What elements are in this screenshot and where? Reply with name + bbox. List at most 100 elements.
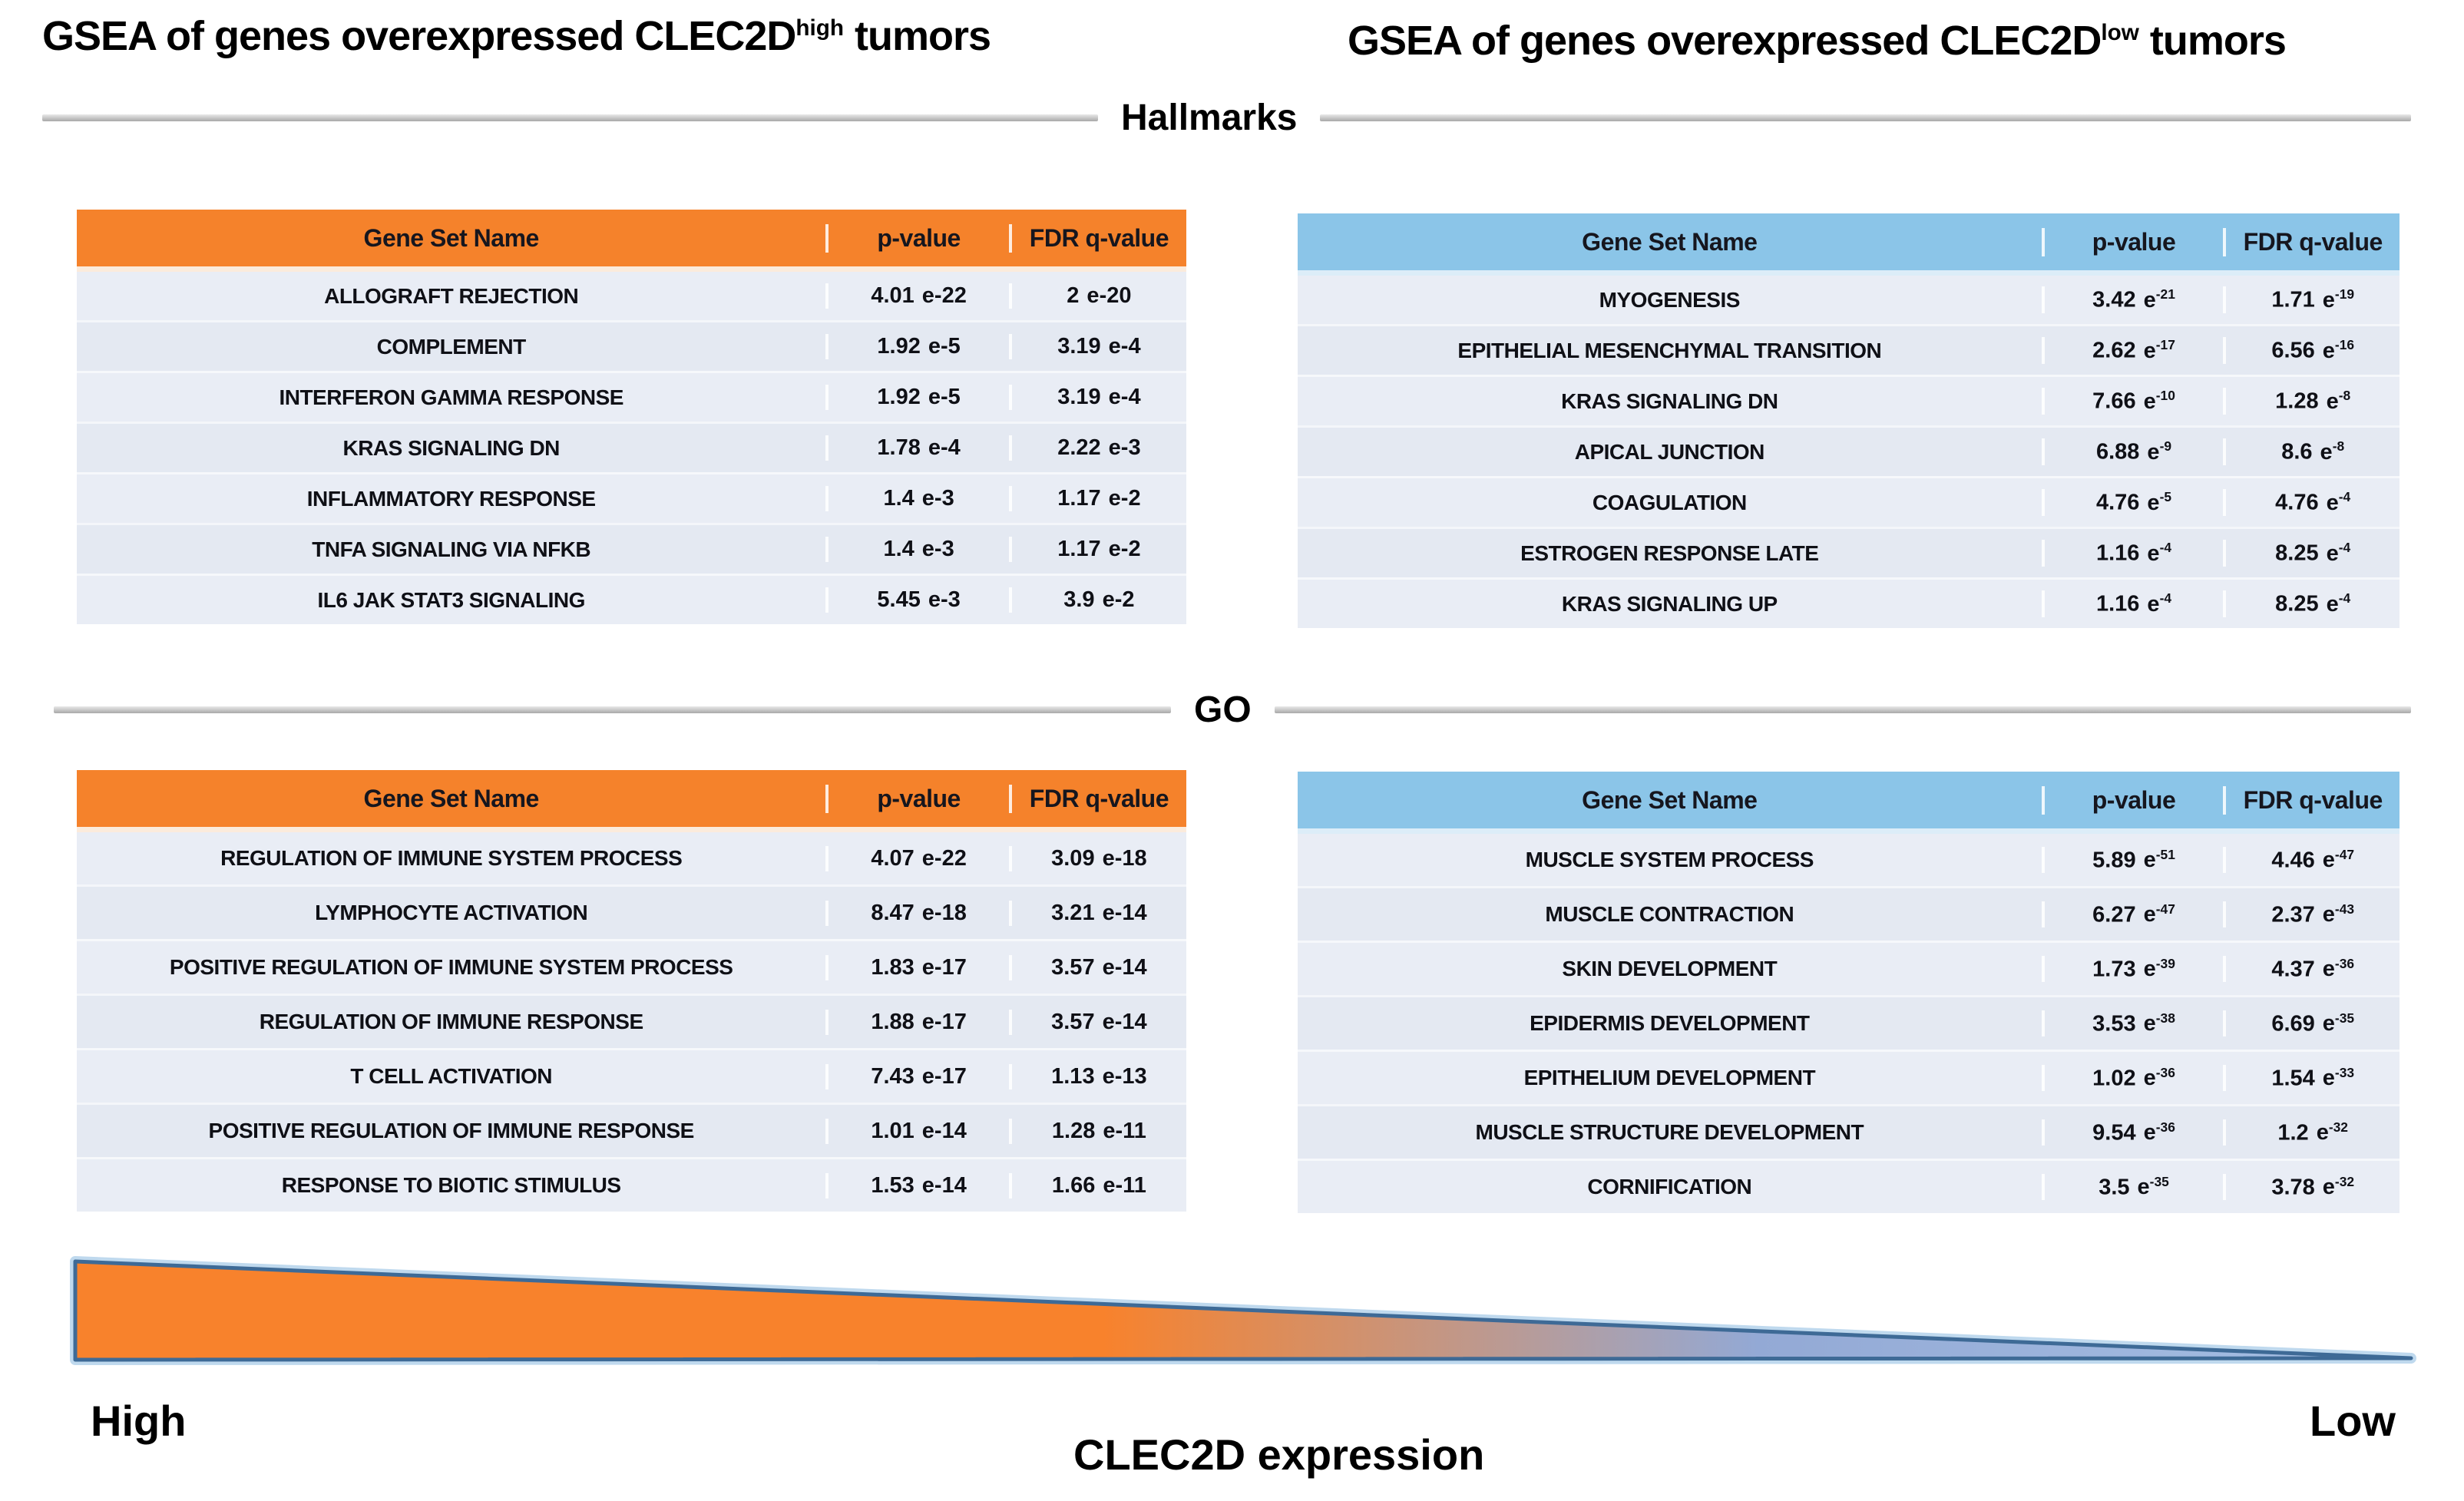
value-coefficient: 8.6 (2281, 439, 2313, 465)
exponent: -17 (934, 1009, 967, 1034)
fdr-q-value: 2.22 e-3 (1008, 435, 1186, 461)
gene-set-name: APICAL JUNCTION (1574, 439, 1765, 464)
exponent-prefix: e (921, 900, 934, 925)
section-label-hallmarks: Hallmarks (1121, 98, 1298, 138)
gene-set-name: LYMPHOCYTE ACTIVATION (315, 901, 588, 924)
exponent: -33 (2334, 1064, 2355, 1080)
exponent-prefix: e (2316, 1120, 2329, 1146)
exponent-prefix: e (2322, 957, 2335, 982)
fdr-q-value: 1.17 e-2 (1008, 537, 1186, 562)
table-header-row: Gene Set Name p-value FDR q-value (77, 770, 1186, 832)
gene-set-name: MYOGENESIS (1599, 287, 1741, 312)
fdr-q-value: 3.09 e-18 (1008, 845, 1186, 871)
fdr-q-value: 3.57 e-14 (1008, 954, 1186, 980)
exponent: -4 (1120, 385, 1141, 409)
exponent: -36 (2155, 1064, 2175, 1080)
p-value: 1.01 e-14 (825, 1118, 1008, 1144)
exponent-prefix: e (2320, 439, 2333, 465)
exponent-prefix: e (928, 334, 941, 359)
value-coefficient: 1.92 (877, 334, 921, 359)
exponent-prefix: e (2143, 287, 2156, 312)
column-header: Gene Set Name (1582, 227, 1758, 256)
value-coefficient: 7.66 (2092, 388, 2136, 414)
exponent-prefix: e (2322, 902, 2335, 927)
gene-set-row: INFLAMMATORY RESPONSE 1.4 e-3 1.17 e-2 (77, 472, 1186, 523)
exponent: -21 (2155, 286, 2175, 303)
exponent-prefix: e (2326, 541, 2339, 566)
exponent: -3 (940, 587, 961, 612)
exponent-prefix: e (1108, 537, 1121, 561)
fdr-q-value: 6.69 e-35 (2223, 1010, 2400, 1037)
exponent: -16 (2334, 337, 2355, 353)
exponent: -8 (2332, 438, 2345, 455)
exponent-prefix: e (2143, 1066, 2156, 1091)
exponent: -17 (934, 954, 967, 980)
value-coefficient: 3.19 (1057, 385, 1101, 409)
value-coefficient: 5.89 (2092, 848, 2136, 873)
triangle-shape (73, 1259, 2413, 1362)
value-coefficient: 2 (1067, 283, 1080, 308)
divider-line (1274, 706, 2411, 713)
exponent: -14 (1114, 900, 1147, 925)
value-coefficient: 3.19 (1057, 334, 1101, 359)
title-suffix: tumors (2138, 18, 2287, 64)
gene-set-row: POSITIVE REGULATION OF IMMUNE SYSTEM PRO… (77, 939, 1186, 994)
gene-set-row: SKIN DEVELOPMENT 1.73 e-39 4.37 e-36 (1298, 941, 2400, 995)
fdr-q-value: 2 e-20 (1008, 283, 1186, 309)
title-superscript: low (2101, 20, 2139, 45)
value-coefficient: 6.88 (2095, 439, 2140, 465)
table-header-row: Gene Set Name p-value FDR q-value (1298, 213, 2400, 276)
gene-set-row: REGULATION OF IMMUNE RESPONSE 1.88 e-17 3.5… (77, 994, 1186, 1048)
fdr-q-value: 3.19 e-4 (1008, 334, 1186, 359)
exponent-prefix: e (2326, 490, 2339, 515)
value-coefficient: 6.56 (2271, 338, 2315, 363)
exponent-prefix: e (2322, 848, 2335, 873)
value-coefficient: 2.62 (2092, 338, 2136, 363)
fdr-q-value: 4.37 e-36 (2223, 955, 2400, 983)
value-coefficient: 5.45 (877, 587, 921, 612)
exponent: -8 (2338, 388, 2351, 404)
exponent: -9 (2159, 438, 2172, 455)
p-value: 1.92 e-5 (825, 334, 1008, 359)
column-header: p-value (825, 784, 1008, 813)
exponent: -4 (940, 435, 961, 460)
exponent-prefix: e (921, 1063, 934, 1089)
exponent-prefix: e (2143, 338, 2156, 363)
exponent: -14 (934, 1172, 967, 1198)
value-coefficient: 1.4 (883, 537, 914, 561)
gene-set-name: KRAS SIGNALING DN (342, 435, 560, 460)
title-clec2d-high: GSEA of genes overexpressed CLEC2Dhigh t… (42, 12, 991, 60)
value-coefficient: 1.83 (871, 954, 914, 980)
exponent-prefix: e (2137, 1175, 2150, 1200)
value-coefficient: 2.37 (2271, 902, 2315, 927)
gene-set-name: ALLOGRAFT REJECTION (324, 283, 579, 308)
gene-set-name: ESTROGEN RESPONSE LATE (1520, 541, 1819, 565)
exponent: -4 (2159, 590, 2172, 607)
exponent: -3 (934, 537, 954, 561)
p-value: 1.4 e-3 (825, 537, 1008, 562)
exponent: -36 (2334, 955, 2355, 971)
exponent: -5 (940, 385, 961, 409)
exponent-prefix: e (921, 486, 934, 511)
p-value: 9.54 e-36 (2041, 1119, 2224, 1146)
value-coefficient: 3.9 (1063, 587, 1095, 612)
exponent-prefix: e (2143, 388, 2156, 414)
gene-set-row: LYMPHOCYTE ACTIVATION 8.47 e-18 3.21 e-14 (77, 884, 1186, 939)
exponent-prefix: e (928, 587, 941, 612)
exponent-prefix: e (2143, 902, 2156, 927)
section-label-go: GO (1194, 689, 1252, 730)
exponent: -32 (2328, 1119, 2348, 1135)
p-value: 1.78 e-4 (825, 435, 1008, 461)
p-value: 1.88 e-17 (825, 1009, 1008, 1035)
gene-set-row: COAGULATION 4.76 e-5 4.76 e-4 (1298, 476, 2400, 527)
gene-set-row: CORNIFICATION 3.5 e-35 3.78 e-32 (1298, 1159, 2400, 1213)
gene-set-row: MUSCLE SYSTEM PROCESS 5.89 e-51 4.46 e-47 (1298, 834, 2400, 886)
divider-line (42, 114, 1098, 121)
fdr-q-value: 4.46 e-47 (2223, 846, 2400, 874)
gene-set-name: POSITIVE REGULATION OF IMMUNE RESPONSE (208, 1119, 695, 1142)
p-value: 4.01 e-22 (825, 283, 1008, 309)
value-coefficient: 1.02 (2092, 1066, 2136, 1091)
p-value: 3.53 e-38 (2041, 1010, 2224, 1037)
fdr-q-value: 8.6 e-8 (2223, 438, 2400, 465)
exponent-prefix: e (921, 537, 934, 561)
